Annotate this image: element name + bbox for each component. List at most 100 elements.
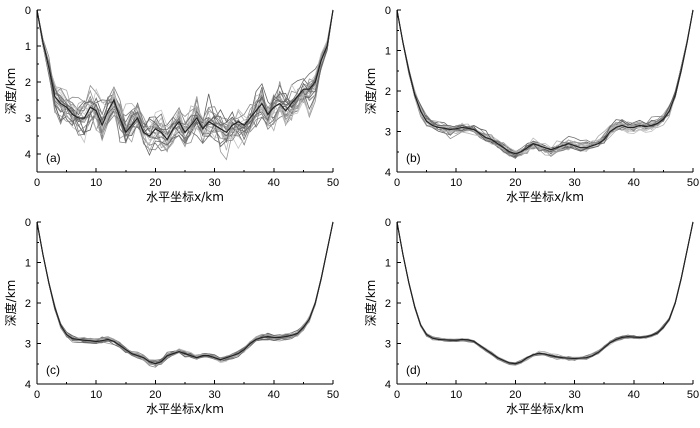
x-axis-label: 水平坐标x/km (146, 190, 224, 204)
realization-line (36, 221, 334, 364)
y-tick-label: 2 (25, 298, 31, 310)
realization-line (36, 9, 334, 141)
x-tick-label: 0 (394, 389, 400, 401)
series-line (396, 9, 694, 155)
panel-c: 0 10 20 30 40 50 0 1 2 3 4 水平坐标x/km 深度/km (c) (3, 217, 339, 416)
x-tick-label: 10 (450, 389, 462, 401)
x-tick-label: 20 (149, 177, 161, 189)
realization-line (36, 221, 334, 366)
y-tick-label: 0 (25, 5, 31, 17)
realization-line (396, 221, 694, 364)
y-tick-label: 0 (385, 5, 391, 17)
realization-line (36, 221, 334, 368)
realization-line (396, 9, 694, 158)
y-axis-label: 深度/km (3, 68, 18, 115)
realization-line (36, 221, 334, 366)
panel-d: 0 10 20 30 40 50 0 1 2 3 4 水平坐标x/km 深度/km (d) (363, 217, 699, 416)
x-tick-label: 30 (568, 177, 580, 189)
realization-line (36, 221, 334, 366)
realization-line (36, 221, 334, 366)
realization-line (36, 221, 334, 367)
realization-line (396, 221, 694, 365)
realization-line (396, 9, 694, 158)
x-tick-label: 50 (687, 177, 699, 189)
realization-line (36, 221, 334, 364)
realization-line (36, 221, 334, 366)
realization-line (396, 221, 694, 365)
realization-line (396, 221, 694, 365)
realization-line (36, 221, 334, 366)
x-tick-label: 30 (208, 389, 220, 401)
y-axis-label: 深度/km (363, 68, 378, 115)
realization-line (396, 221, 694, 364)
realization-line (396, 9, 694, 156)
realization-line (396, 9, 694, 157)
y-tick-label: 2 (385, 86, 391, 98)
panel-label: (d) (406, 363, 421, 377)
y-tick-label: 3 (385, 127, 391, 139)
x-axis-label: 水平坐标x/km (146, 402, 224, 416)
realization-line (396, 221, 694, 366)
realization-line (396, 9, 694, 156)
y-tick-label: 4 (385, 167, 391, 179)
y-tick-label: 4 (25, 379, 31, 391)
x-tick-label: 10 (90, 177, 102, 189)
realization-line (396, 9, 694, 158)
y-tick-label: 1 (25, 41, 31, 53)
y-axis-label: 深度/km (363, 280, 378, 327)
y-axis-label: 深度/km (3, 280, 18, 327)
realization-line (36, 9, 334, 148)
x-tick-label: 40 (268, 177, 280, 189)
realization-line (396, 9, 694, 156)
realization-line (396, 9, 694, 159)
x-tick-label: 50 (327, 389, 339, 401)
y-tick-label: 3 (25, 113, 31, 125)
realization-line (36, 9, 334, 144)
realization-line (396, 221, 694, 364)
x-tick-label: 20 (149, 389, 161, 401)
x-tick-label: 10 (90, 389, 102, 401)
x-tick-label: 20 (509, 389, 521, 401)
realization-line (396, 221, 694, 364)
realization-line (396, 9, 694, 155)
panel-label: (c) (46, 363, 60, 377)
realization-line (396, 221, 694, 364)
realization-line (396, 221, 694, 366)
x-tick-label: 50 (327, 177, 339, 189)
panel-label: (a) (46, 151, 61, 165)
realization-line (396, 9, 694, 156)
y-tick-label: 4 (25, 149, 31, 161)
realization-line (36, 9, 334, 134)
realization-line (396, 221, 694, 364)
realization-line (396, 9, 694, 155)
y-tick-label: 0 (25, 217, 31, 229)
y-tick-label: 3 (25, 339, 31, 351)
realization-line (396, 9, 694, 157)
panel-b: 0 10 20 30 40 50 0 1 2 3 4 水平坐标x/km 深度/km (b) (363, 5, 699, 204)
realization-line (396, 221, 694, 365)
x-tick-label: 50 (687, 389, 699, 401)
realization-line (396, 221, 694, 365)
realization-line (396, 221, 694, 364)
realization-line (36, 221, 334, 366)
realization-line (396, 9, 694, 159)
realization-line (396, 221, 694, 364)
series-line (36, 221, 334, 365)
realization-line (396, 221, 694, 366)
y-tick-label: 3 (385, 339, 391, 351)
x-tick-label: 40 (268, 389, 280, 401)
realization-line (396, 9, 694, 156)
realization-line (396, 9, 694, 156)
realization-line (396, 221, 694, 365)
panel-a: 0 10 20 30 40 50 0 1 2 3 4 水平坐标x/km 深度/km (a) (3, 5, 339, 204)
realization-line (36, 9, 334, 157)
series-line (36, 9, 334, 141)
realization-line (396, 221, 694, 364)
realization-line (396, 221, 694, 364)
y-tick-label: 2 (385, 298, 391, 310)
realization-line (396, 9, 694, 157)
x-tick-label: 30 (568, 389, 580, 401)
x-tick-label: 0 (34, 389, 40, 401)
x-tick-label: 40 (628, 389, 640, 401)
